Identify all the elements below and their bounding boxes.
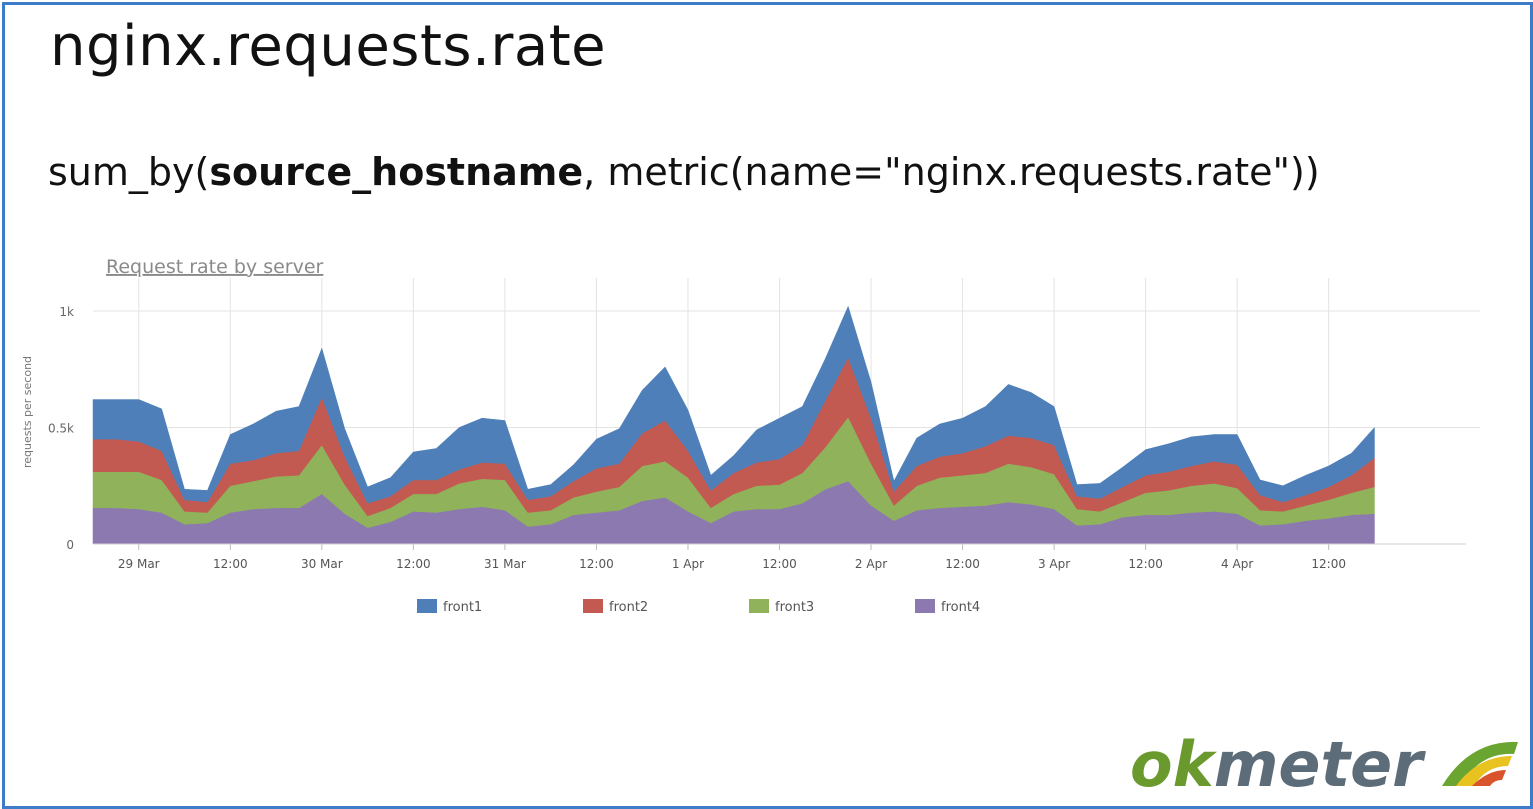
okmeter-logo: okmeter: [1130, 728, 1518, 801]
legend-swatch-front2: [583, 599, 603, 613]
x-tick-label: 4 Apr: [1221, 557, 1253, 571]
legend-label-front3: front3: [775, 600, 814, 615]
x-tick-label: 12:00: [762, 557, 797, 571]
x-tick-label: 29 Mar: [118, 557, 160, 571]
x-tick-label: 2 Apr: [855, 557, 887, 571]
axis-layer: 0 0.5k 1k 29 Mar 12:00 30 Mar 12:00 31 Mar 12:00…: [48, 305, 1466, 571]
legend-label-front2: front2: [609, 600, 648, 615]
x-tick-label: 12:00: [396, 557, 431, 571]
legend-label-front1: front1: [443, 600, 482, 615]
logo-text-meter: meter: [1214, 728, 1426, 801]
legend-label-front4: front4: [941, 600, 980, 615]
slide-title: nginx.requests.rate: [50, 14, 607, 79]
query-expression: sum_by(source_hostname, metric(name="ngi…: [48, 150, 1320, 194]
area-layer: [92, 306, 1375, 545]
query-suffix: , metric(name="nginx.requests.rate")): [583, 150, 1320, 194]
y-tick-label: 1k: [59, 305, 74, 319]
legend-swatch-front1: [417, 599, 437, 613]
x-tick-label: 30 Mar: [301, 557, 343, 571]
x-tick-label: 1 Apr: [672, 557, 704, 571]
chart-title[interactable]: Request rate by server: [106, 256, 324, 278]
x-tick-label: 31 Mar: [484, 557, 526, 571]
x-tick-label: 12:00: [579, 557, 614, 571]
legend-swatch-front3: [749, 599, 769, 613]
y-tick-label: 0: [66, 538, 74, 552]
legend: front1 front2 front3 front4: [417, 599, 980, 615]
y-axis-label: requests per second: [21, 356, 34, 468]
query-prefix: sum_by(: [48, 150, 210, 194]
x-tick-label: 12:00: [1128, 557, 1163, 571]
series-area-front1: [92, 306, 1375, 504]
legend-swatch-front4: [915, 599, 935, 613]
logo-text: okmeter: [1130, 728, 1426, 801]
x-tick-label: 12:00: [945, 557, 980, 571]
query-group-key: source_hostname: [209, 150, 584, 194]
logo-text-ok: ok: [1130, 728, 1218, 801]
x-tick-label: 3 Apr: [1038, 557, 1070, 571]
okmeter-gauge-icon: [1442, 741, 1518, 786]
x-tick-label: 12:00: [1311, 557, 1346, 571]
y-tick-label: 0.5k: [48, 422, 74, 436]
x-tick-label: 12:00: [213, 557, 248, 571]
